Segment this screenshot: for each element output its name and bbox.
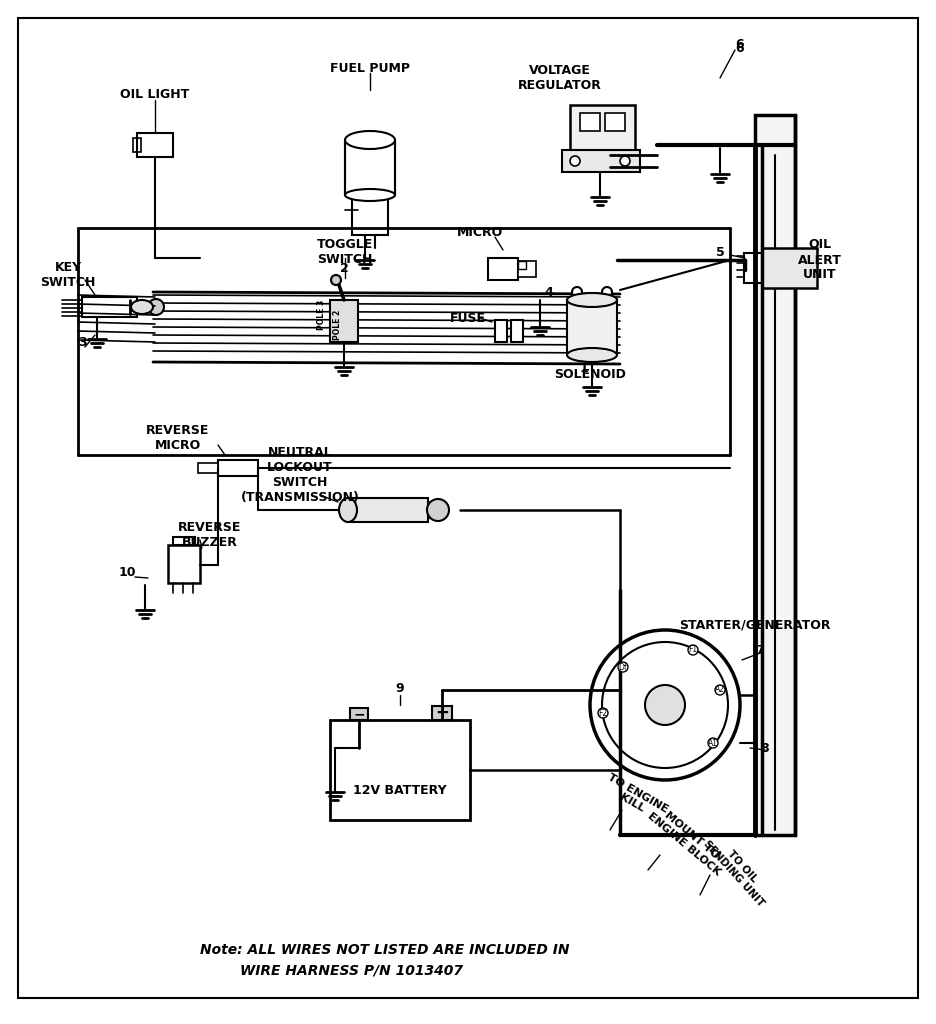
Ellipse shape [345,131,395,150]
Circle shape [572,287,582,297]
Bar [218,460,258,476]
Bar [82,297,137,317]
Bar [755,115,795,835]
Text: VOLTAGE
REGULATOR: VOLTAGE REGULATOR [518,63,602,92]
Bar [133,138,141,152]
Text: TO OIL
SENDING UNIT: TO OIL SENDING UNIT [701,831,774,909]
Text: POLE 3: POLE 3 [317,300,327,330]
Circle shape [570,156,580,166]
Bar [744,253,762,283]
Text: 2: 2 [340,261,348,274]
Text: 9: 9 [396,682,404,694]
Circle shape [598,708,608,718]
Text: MOUNT TO
ENGINE BLOCK: MOUNT TO ENGINE BLOCK [646,802,730,878]
Text: +: + [435,705,449,722]
Circle shape [708,738,718,748]
Bar [330,720,470,820]
Bar [137,133,173,157]
Bar [605,113,625,131]
Text: A1: A1 [708,738,718,748]
Bar [495,319,507,342]
Text: F1: F1 [689,645,697,654]
Bar [428,502,442,518]
Text: 6: 6 [736,42,744,54]
Text: 8: 8 [760,741,768,755]
Bar [168,545,200,583]
Bar [348,498,428,522]
Circle shape [331,275,341,285]
Bar [352,195,388,234]
Text: TOGGLE
SWITCH: TOGGLE SWITCH [317,238,373,266]
Bar [345,140,395,195]
Text: MICRO: MICRO [457,225,504,239]
Text: Df: Df [619,663,627,672]
Text: Note: ALL WIRES NOT LISTED ARE INCLUDED IN: Note: ALL WIRES NOT LISTED ARE INCLUDED … [200,943,569,957]
Ellipse shape [567,348,617,362]
Bar [567,300,617,355]
Circle shape [618,662,628,672]
Ellipse shape [131,300,153,314]
Bar [488,258,518,280]
Text: REVERSE
BUZZER: REVERSE BUZZER [179,521,241,549]
Circle shape [645,685,685,725]
Text: SOLENOID: SOLENOID [554,369,626,382]
Text: 12V BATTERY: 12V BATTERY [353,783,446,797]
Bar [570,105,635,160]
Bar [518,261,526,269]
Text: 3: 3 [78,336,87,348]
Text: −: − [353,707,365,721]
Circle shape [148,299,164,315]
Text: POLE 2: POLE 2 [333,310,343,340]
Circle shape [602,287,612,297]
Circle shape [715,685,725,695]
Text: NEUTRAL
LOCKOUT
SWITCH
(TRANSMISSION): NEUTRAL LOCKOUT SWITCH (TRANSMISSION) [241,446,359,504]
Text: FUSE: FUSE [450,311,486,325]
Bar [350,708,368,720]
Text: OIL LIGHT: OIL LIGHT [121,88,190,101]
Text: OIL
ALERT
UNIT: OIL ALERT UNIT [798,239,842,282]
Ellipse shape [339,498,357,522]
Bar [580,113,600,131]
Text: 10: 10 [118,565,136,579]
Text: WIRE HARNESS P/N 1013407: WIRE HARNESS P/N 1013407 [240,963,463,977]
Bar [173,537,195,545]
Text: TO ENGINE
KILL: TO ENGINE KILL [600,772,670,824]
Text: F2: F2 [598,709,607,718]
Bar [198,463,218,473]
Text: 5: 5 [716,246,724,258]
Circle shape [620,156,630,166]
Text: REVERSE
MICRO: REVERSE MICRO [146,424,210,452]
Ellipse shape [427,499,449,521]
Text: STARTER/GENERATOR: STARTER/GENERATOR [680,618,831,632]
Ellipse shape [567,293,617,307]
Bar [511,319,523,342]
Bar [562,150,640,172]
Ellipse shape [345,189,395,201]
Bar [432,706,452,720]
Bar [518,261,536,278]
Bar [330,300,358,342]
Text: KEY
SWITCH: KEY SWITCH [40,261,95,289]
Text: 4: 4 [544,287,553,299]
Text: FUEL PUMP: FUEL PUMP [330,61,410,75]
Text: 7: 7 [755,643,764,656]
Text: A2: A2 [715,685,725,694]
Bar [762,248,817,288]
Text: 6: 6 [736,39,744,51]
Circle shape [688,645,698,655]
Text: 1: 1 [580,361,589,375]
